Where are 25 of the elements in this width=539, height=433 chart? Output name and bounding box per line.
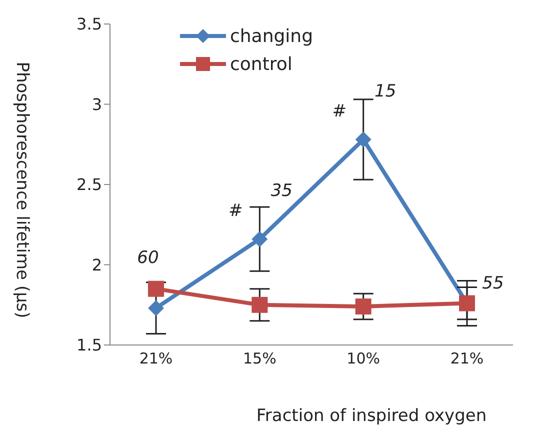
legend-label: control [230, 54, 292, 74]
x-tick-label: 15% [242, 350, 276, 368]
legend-label: changing [230, 26, 314, 46]
annotation: 55 [482, 273, 504, 294]
point [148, 280, 164, 297]
point [252, 231, 268, 248]
x-tick-label: 10% [346, 350, 380, 368]
y-tick-label: 2 [92, 255, 102, 274]
x-axis-title: Fraction of inspired oxygen [256, 406, 487, 426]
annotation: # [332, 102, 346, 122]
annotation: 35 [270, 181, 292, 202]
y-tick-label: 3.5 [76, 14, 102, 34]
point [355, 298, 372, 314]
point [148, 300, 164, 316]
x-tick-label: 21% [450, 350, 484, 368]
annotation: 15 [374, 82, 396, 102]
y-tick-label: 2.5 [76, 175, 102, 194]
y-tick-label: 3 [92, 94, 102, 114]
y-tick-label: 1.5 [76, 336, 102, 355]
x-tick-label: 21% [139, 350, 173, 368]
annotation: # [228, 201, 243, 222]
point [252, 296, 268, 313]
point [355, 132, 372, 148]
annotation: 60 [137, 248, 159, 268]
y-axis-title: Phosphorescence lifetime (μs) [12, 62, 32, 318]
